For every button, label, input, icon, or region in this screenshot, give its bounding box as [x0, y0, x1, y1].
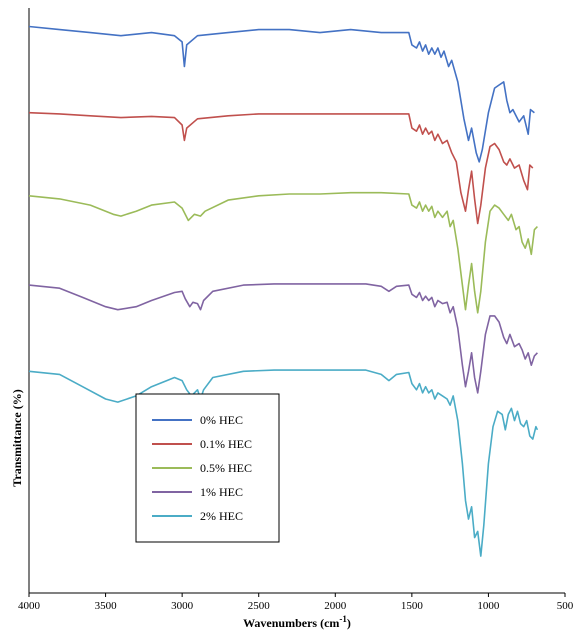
x-axis-title: Wavenumbers (cm-1) [243, 614, 351, 630]
x-tick-label: 3000 [171, 600, 194, 612]
series-line-1 [28, 111, 534, 225]
x-tick-label: 2000 [324, 600, 347, 612]
x-tick-label: 3500 [95, 600, 118, 612]
x-tick-label: 2500 [248, 600, 271, 612]
x-tick-label: 4000 [18, 600, 41, 612]
x-tick-label: 500 [557, 600, 573, 612]
series-line-2 [28, 191, 538, 314]
x-tick-label: 1500 [401, 600, 424, 612]
legend-label-3: 1% HEC [200, 485, 243, 499]
chart-axes [28, 8, 565, 594]
series-line-3 [28, 283, 538, 394]
legend-label-1: 0.1% HEC [200, 437, 252, 451]
series-line-4 [28, 369, 539, 557]
x-axis-title-close: ) [347, 616, 351, 630]
x-axis-title-superscript: -1 [339, 614, 347, 624]
legend: 0% HEC 0.1% HEC 0.5% HEC 1% HEC 2% HEC [135, 393, 280, 543]
x-tick-label: 1000 [477, 600, 500, 612]
legend-label-0: 0% HEC [200, 413, 243, 427]
series-group [28, 25, 539, 557]
legend-label-4: 2% HEC [200, 509, 243, 523]
legend-label-2: 0.5% HEC [200, 461, 252, 475]
y-axis-title: Transmittance (%) [10, 389, 24, 486]
series-line-0 [28, 25, 535, 163]
x-tick-group: 4000 3500 3000 2500 2000 1500 1000 500 [18, 593, 573, 612]
